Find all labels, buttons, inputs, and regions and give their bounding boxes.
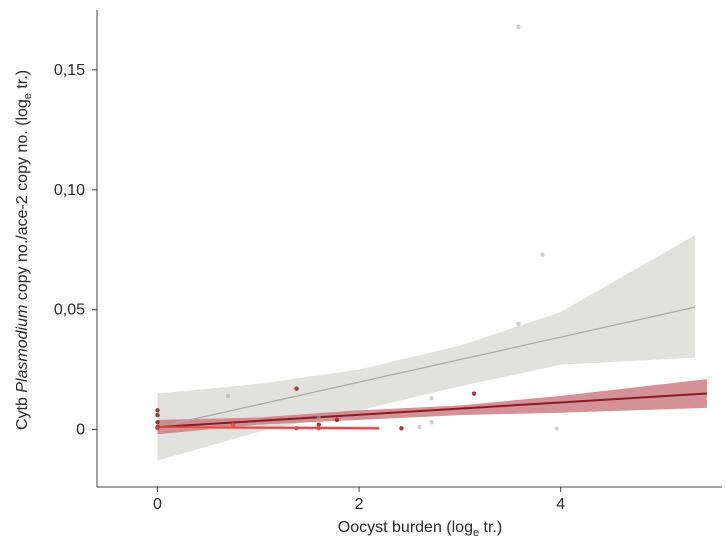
series-2-fit-line bbox=[157, 392, 707, 429]
y-tick-label: 0,05 bbox=[54, 302, 85, 319]
series-1-point-4 bbox=[516, 321, 521, 327]
series-1-confidence-band bbox=[157, 235, 695, 461]
y-tick-label: 0 bbox=[76, 421, 85, 438]
series-3-point-1 bbox=[155, 426, 160, 431]
x-ticks: 0 2 4 bbox=[153, 487, 565, 513]
series-2-confidence-band bbox=[157, 379, 707, 435]
x-axis-title: Oocyst burden (loge tr.) bbox=[338, 519, 502, 539]
series-3-point-3 bbox=[294, 426, 299, 431]
series-2-point-6 bbox=[316, 422, 321, 427]
series-2-point-8 bbox=[399, 426, 404, 431]
data-points bbox=[155, 24, 697, 431]
series-3-point-2 bbox=[230, 422, 236, 427]
y-tick-label: 0,15 bbox=[54, 62, 85, 79]
series-2-point-2 bbox=[155, 412, 160, 418]
series-1-point-8 bbox=[554, 426, 559, 431]
series-2-point-1 bbox=[155, 408, 160, 413]
series-1-point-7 bbox=[417, 424, 422, 430]
y-axis-title: Cytb Plasmodium copy no./ace-2 copy no. … bbox=[14, 70, 34, 430]
series-1-point-2 bbox=[516, 24, 521, 29]
series-1-fit-line bbox=[157, 306, 695, 428]
series-2-point-5 bbox=[294, 386, 299, 391]
axes bbox=[96, 10, 722, 488]
series-1-point-1 bbox=[225, 393, 231, 399]
x-tick-label: 2 bbox=[355, 496, 364, 513]
series-2-point-7 bbox=[334, 417, 340, 423]
series-1-point-9 bbox=[316, 415, 321, 420]
y-tick-label: 0,10 bbox=[54, 182, 85, 199]
x-tick-label: 4 bbox=[556, 496, 565, 513]
series-3-fit-line bbox=[157, 426, 380, 430]
series-1-point-6 bbox=[429, 420, 434, 425]
series-1-point-3 bbox=[540, 252, 545, 257]
y-ticks: 0 0,05 0,10 0,15 bbox=[54, 62, 97, 438]
series-3-point-4 bbox=[316, 426, 321, 431]
series-1-point-5 bbox=[429, 396, 434, 401]
series-2-point-3 bbox=[155, 420, 160, 425]
x-tick-label: 0 bbox=[153, 496, 162, 513]
fit-lines bbox=[157, 306, 707, 430]
series-1-point-10 bbox=[692, 398, 697, 403]
series-2-point-9 bbox=[471, 391, 477, 396]
